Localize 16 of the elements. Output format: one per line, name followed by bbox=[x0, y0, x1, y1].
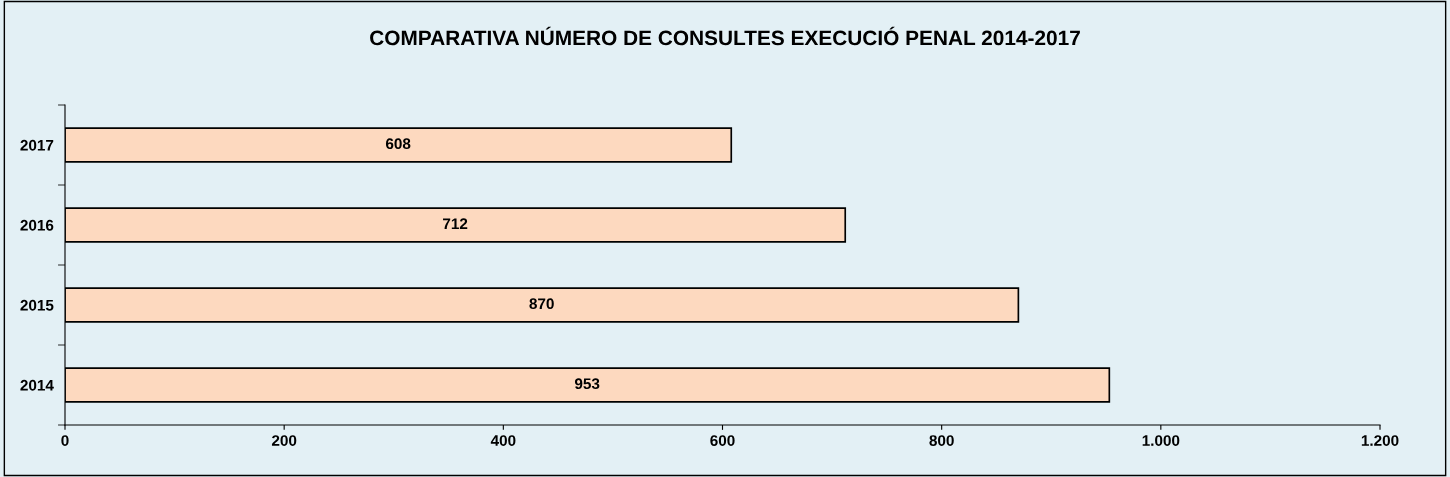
x-tick-label: 0 bbox=[61, 435, 69, 446]
x-tick-label: 800 bbox=[929, 435, 954, 446]
x-tick-label: 200 bbox=[271, 435, 297, 446]
data-label: 953 bbox=[574, 378, 600, 390]
y-tick-label: 2016 bbox=[20, 219, 54, 231]
data-label: 870 bbox=[529, 298, 554, 310]
data-label: 712 bbox=[443, 218, 468, 229]
y-tick-label: 2015 bbox=[20, 299, 54, 311]
x-tick-label: 1.000 bbox=[1142, 435, 1180, 446]
y-tick-label: 2017 bbox=[20, 139, 54, 151]
x-tick-label: 1.200 bbox=[1361, 435, 1399, 446]
chart-title: COMPARATIVA NÚMERO DE CONSULTES EXECUCIÓ PENAL 2014-2017 bbox=[370, 26, 1080, 46]
x-tick-label: 400 bbox=[490, 435, 516, 446]
x-tick-label: 600 bbox=[710, 435, 735, 446]
y-tick-label: 2014 bbox=[20, 379, 54, 391]
data-label: 608 bbox=[385, 138, 411, 150]
